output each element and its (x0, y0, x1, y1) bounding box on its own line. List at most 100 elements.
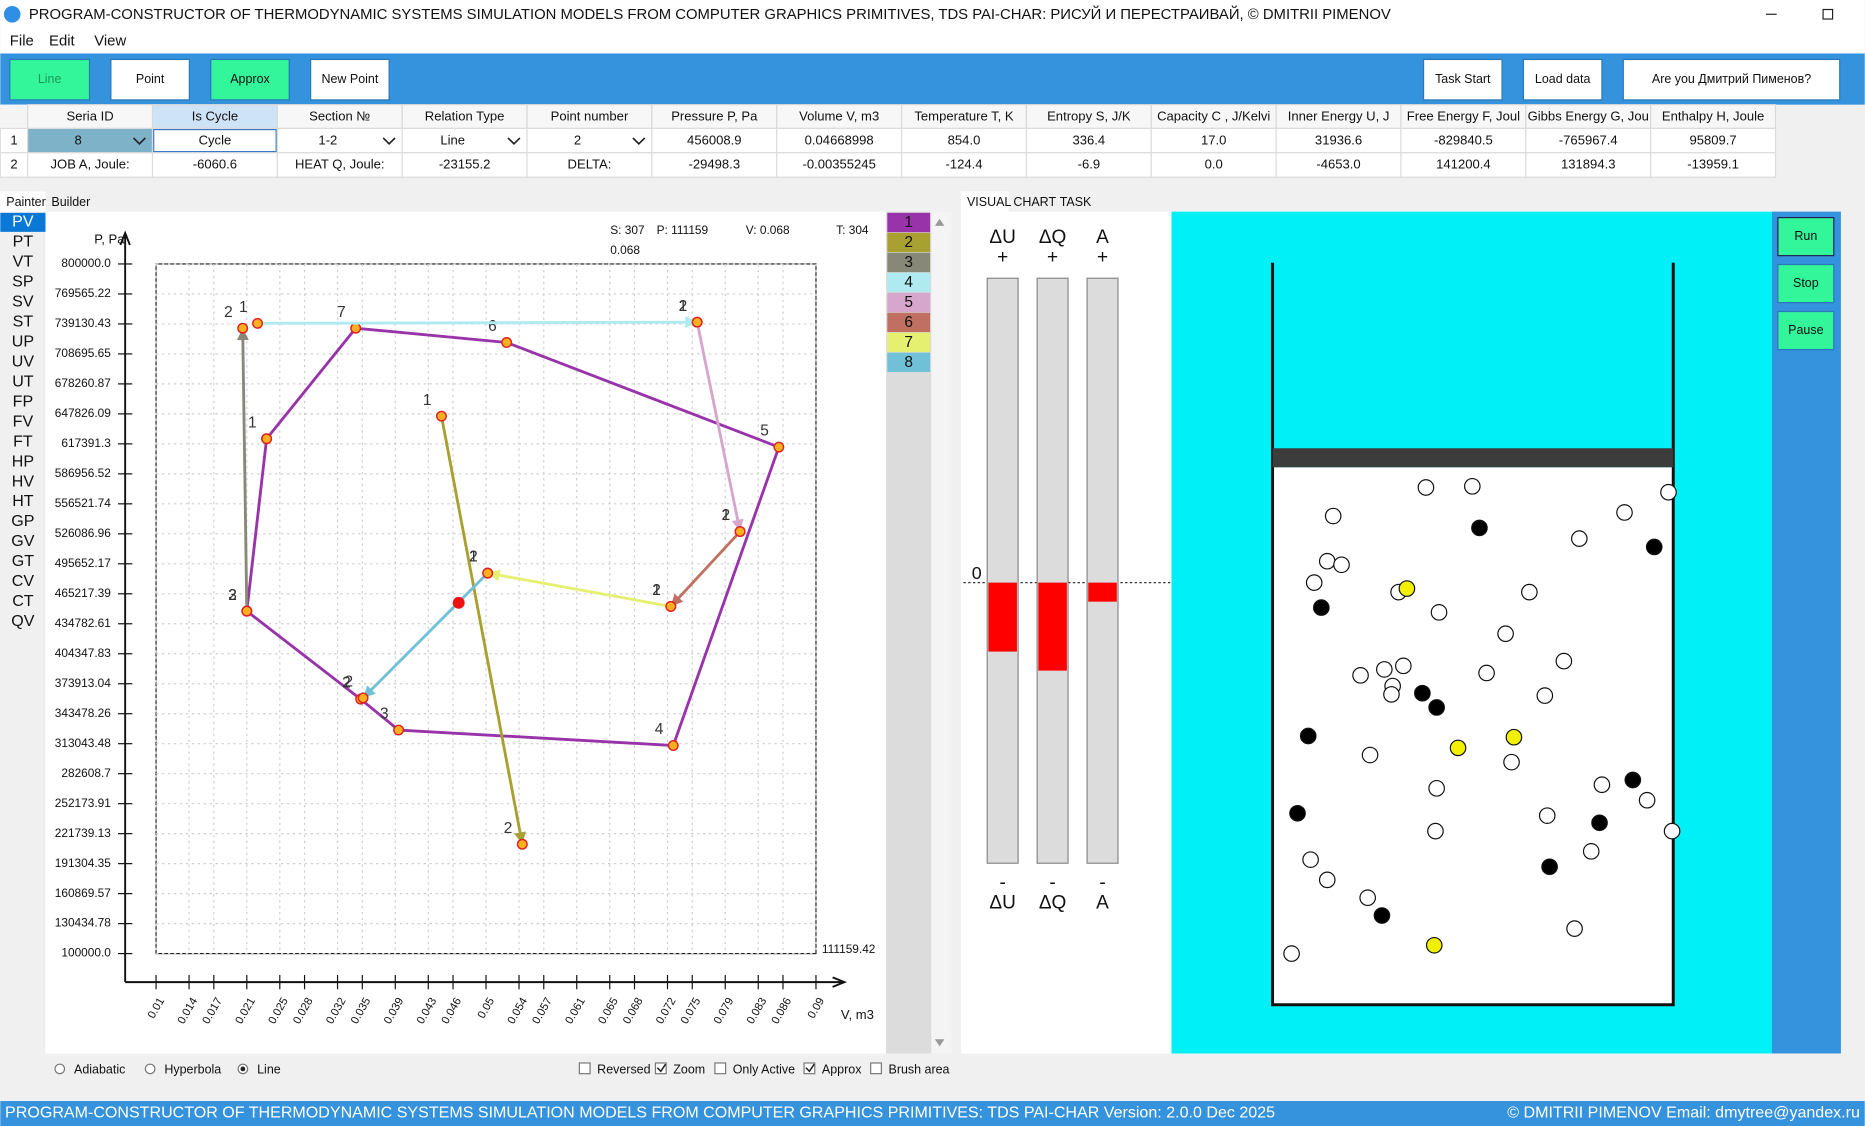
table-cell[interactable] (651, 127, 778, 154)
tab-active[interactable] (0, 191, 46, 212)
toolbar-button[interactable] (1622, 58, 1841, 101)
diagram-item[interactable]: FV (13, 412, 34, 430)
view-tab[interactable]: TASK (1060, 195, 1092, 209)
point-marker[interactable] (665, 600, 677, 612)
toolbar-button-label[interactable]: Line (38, 72, 62, 86)
legend-swatch[interactable] (887, 232, 931, 253)
diagram-item[interactable]: FT (13, 432, 33, 450)
restore-button[interactable] (1822, 8, 1834, 20)
diagram-item[interactable]: ST (13, 312, 34, 330)
checkbox-label[interactable]: Zoom (673, 1062, 705, 1076)
legend-swatch[interactable] (887, 272, 931, 293)
diagram-item[interactable]: GV (11, 532, 34, 550)
legend-swatch[interactable] (887, 352, 931, 373)
legend-label[interactable]: 2 (904, 234, 913, 251)
point-marker[interactable] (357, 692, 369, 704)
toolbar-button[interactable] (1422, 58, 1503, 101)
menu-item[interactable]: File (10, 34, 34, 50)
toolbar-button-label[interactable]: Are you Дмитрий Пименов? (1652, 72, 1811, 86)
dropdown-arrow[interactable] (132, 137, 146, 146)
legend-label[interactable]: 6 (904, 314, 913, 331)
diagram-item[interactable]: UT (12, 372, 34, 390)
checkbox[interactable] (714, 1062, 727, 1075)
legend-swatch[interactable] (887, 332, 931, 353)
toolbar-button[interactable] (310, 58, 390, 101)
view-tab[interactable]: VISUAL (967, 195, 1011, 209)
toolbar-button-label[interactable]: New Point (321, 72, 378, 86)
legend-label[interactable]: 3 (904, 254, 913, 271)
point-marker[interactable] (667, 740, 679, 751)
point-marker[interactable] (734, 526, 746, 538)
radio-label[interactable]: Line (257, 1062, 281, 1076)
check-mark[interactable] (656, 1063, 667, 1073)
legend-label[interactable]: 7 (904, 334, 913, 351)
table-cell[interactable] (151, 127, 278, 154)
panel-tab[interactable]: Builder (51, 195, 90, 209)
legend-swatch[interactable] (887, 292, 931, 313)
toolbar-button-label[interactable]: Approx (230, 72, 270, 86)
point-marker[interactable] (393, 724, 405, 736)
scrollbar[interactable] (931, 211, 952, 1054)
diagram-item[interactable]: UV (12, 352, 35, 370)
diagram-item[interactable]: PT (13, 233, 34, 251)
diagram-item[interactable]: HV (12, 472, 35, 490)
menu-item[interactable]: View (94, 34, 126, 50)
toolbar-button-label[interactable]: Point (136, 72, 165, 86)
control-button[interactable] (1777, 216, 1835, 257)
checkbox-label[interactable]: Brush area (889, 1062, 950, 1076)
radio-label[interactable]: Hyperbola (164, 1062, 221, 1076)
point-marker[interactable] (237, 322, 249, 334)
checkbox[interactable] (654, 1062, 667, 1075)
diagram-item[interactable]: HT (12, 492, 34, 510)
point-marker[interactable] (482, 567, 494, 579)
point-marker[interactable] (501, 337, 513, 348)
control-label[interactable]: Run (1794, 229, 1817, 243)
checkbox[interactable] (803, 1062, 816, 1075)
diagram-item[interactable]: SP (12, 273, 33, 291)
diagram-item[interactable]: VT (13, 253, 34, 271)
diagram-item[interactable]: UP (12, 332, 34, 350)
table-cell[interactable] (526, 127, 653, 154)
diagram-selected[interactable] (0, 212, 46, 232)
toolbar-button-label[interactable]: Task Start (1435, 72, 1491, 86)
legend-label[interactable]: 4 (904, 274, 913, 291)
toolbar-button[interactable] (210, 58, 290, 101)
tab-active[interactable] (961, 191, 1009, 212)
diagram-item[interactable]: CT (12, 592, 34, 610)
checkbox[interactable] (870, 1062, 882, 1075)
checkbox-label[interactable]: Only Active (733, 1062, 795, 1076)
table-cell[interactable] (1650, 127, 1777, 154)
table-cell[interactable] (27, 127, 154, 154)
radio-label[interactable]: Adiabatic (74, 1062, 125, 1076)
control-button[interactable] (1777, 310, 1835, 351)
point-marker[interactable] (436, 410, 447, 422)
diagram-item[interactable]: GT (12, 552, 34, 570)
legend-label[interactable]: 8 (904, 354, 913, 371)
panel-tab[interactable]: Painter (6, 195, 46, 209)
legend-label[interactable]: 5 (904, 294, 913, 311)
legend-swatch[interactable] (887, 212, 931, 233)
control-label[interactable]: Stop (1793, 276, 1819, 290)
diagram-item[interactable]: QV (11, 612, 34, 630)
view-tab[interactable]: CHART (1013, 195, 1056, 209)
dropdown-arrow[interactable] (632, 137, 646, 146)
dropdown-arrow[interactable] (507, 137, 521, 146)
legend-swatch[interactable] (887, 252, 931, 273)
diagram-item[interactable]: HP (12, 452, 34, 470)
point-marker[interactable] (241, 605, 253, 617)
diagram-item[interactable]: SV (12, 292, 34, 310)
diagram-item[interactable]: FP (13, 392, 34, 410)
dropdown-arrow[interactable] (382, 137, 396, 146)
legend-swatch[interactable] (887, 312, 931, 333)
toolbar-button[interactable] (110, 58, 190, 101)
control-label[interactable]: Pause (1788, 323, 1823, 337)
radio[interactable] (144, 1063, 156, 1075)
point-marker[interactable] (773, 441, 785, 453)
toolbar-button[interactable] (9, 58, 91, 101)
point-marker[interactable] (516, 838, 528, 850)
toolbar-button[interactable] (1522, 58, 1603, 101)
control-button[interactable] (1777, 263, 1835, 304)
checkbox[interactable] (578, 1062, 591, 1075)
checkbox-label[interactable]: Approx (822, 1062, 862, 1076)
diagram-item[interactable]: CV (12, 572, 35, 590)
